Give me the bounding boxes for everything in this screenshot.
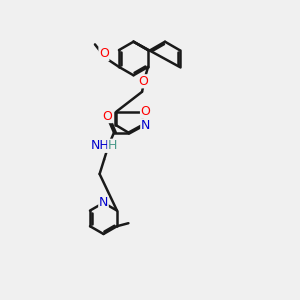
Text: O: O <box>141 105 150 118</box>
Text: N: N <box>99 196 108 209</box>
Text: O: O <box>99 47 109 61</box>
Text: O: O <box>103 110 112 123</box>
Text: H: H <box>108 139 117 152</box>
Text: N: N <box>141 119 150 132</box>
Text: NH: NH <box>91 139 110 152</box>
Text: O: O <box>139 75 148 88</box>
